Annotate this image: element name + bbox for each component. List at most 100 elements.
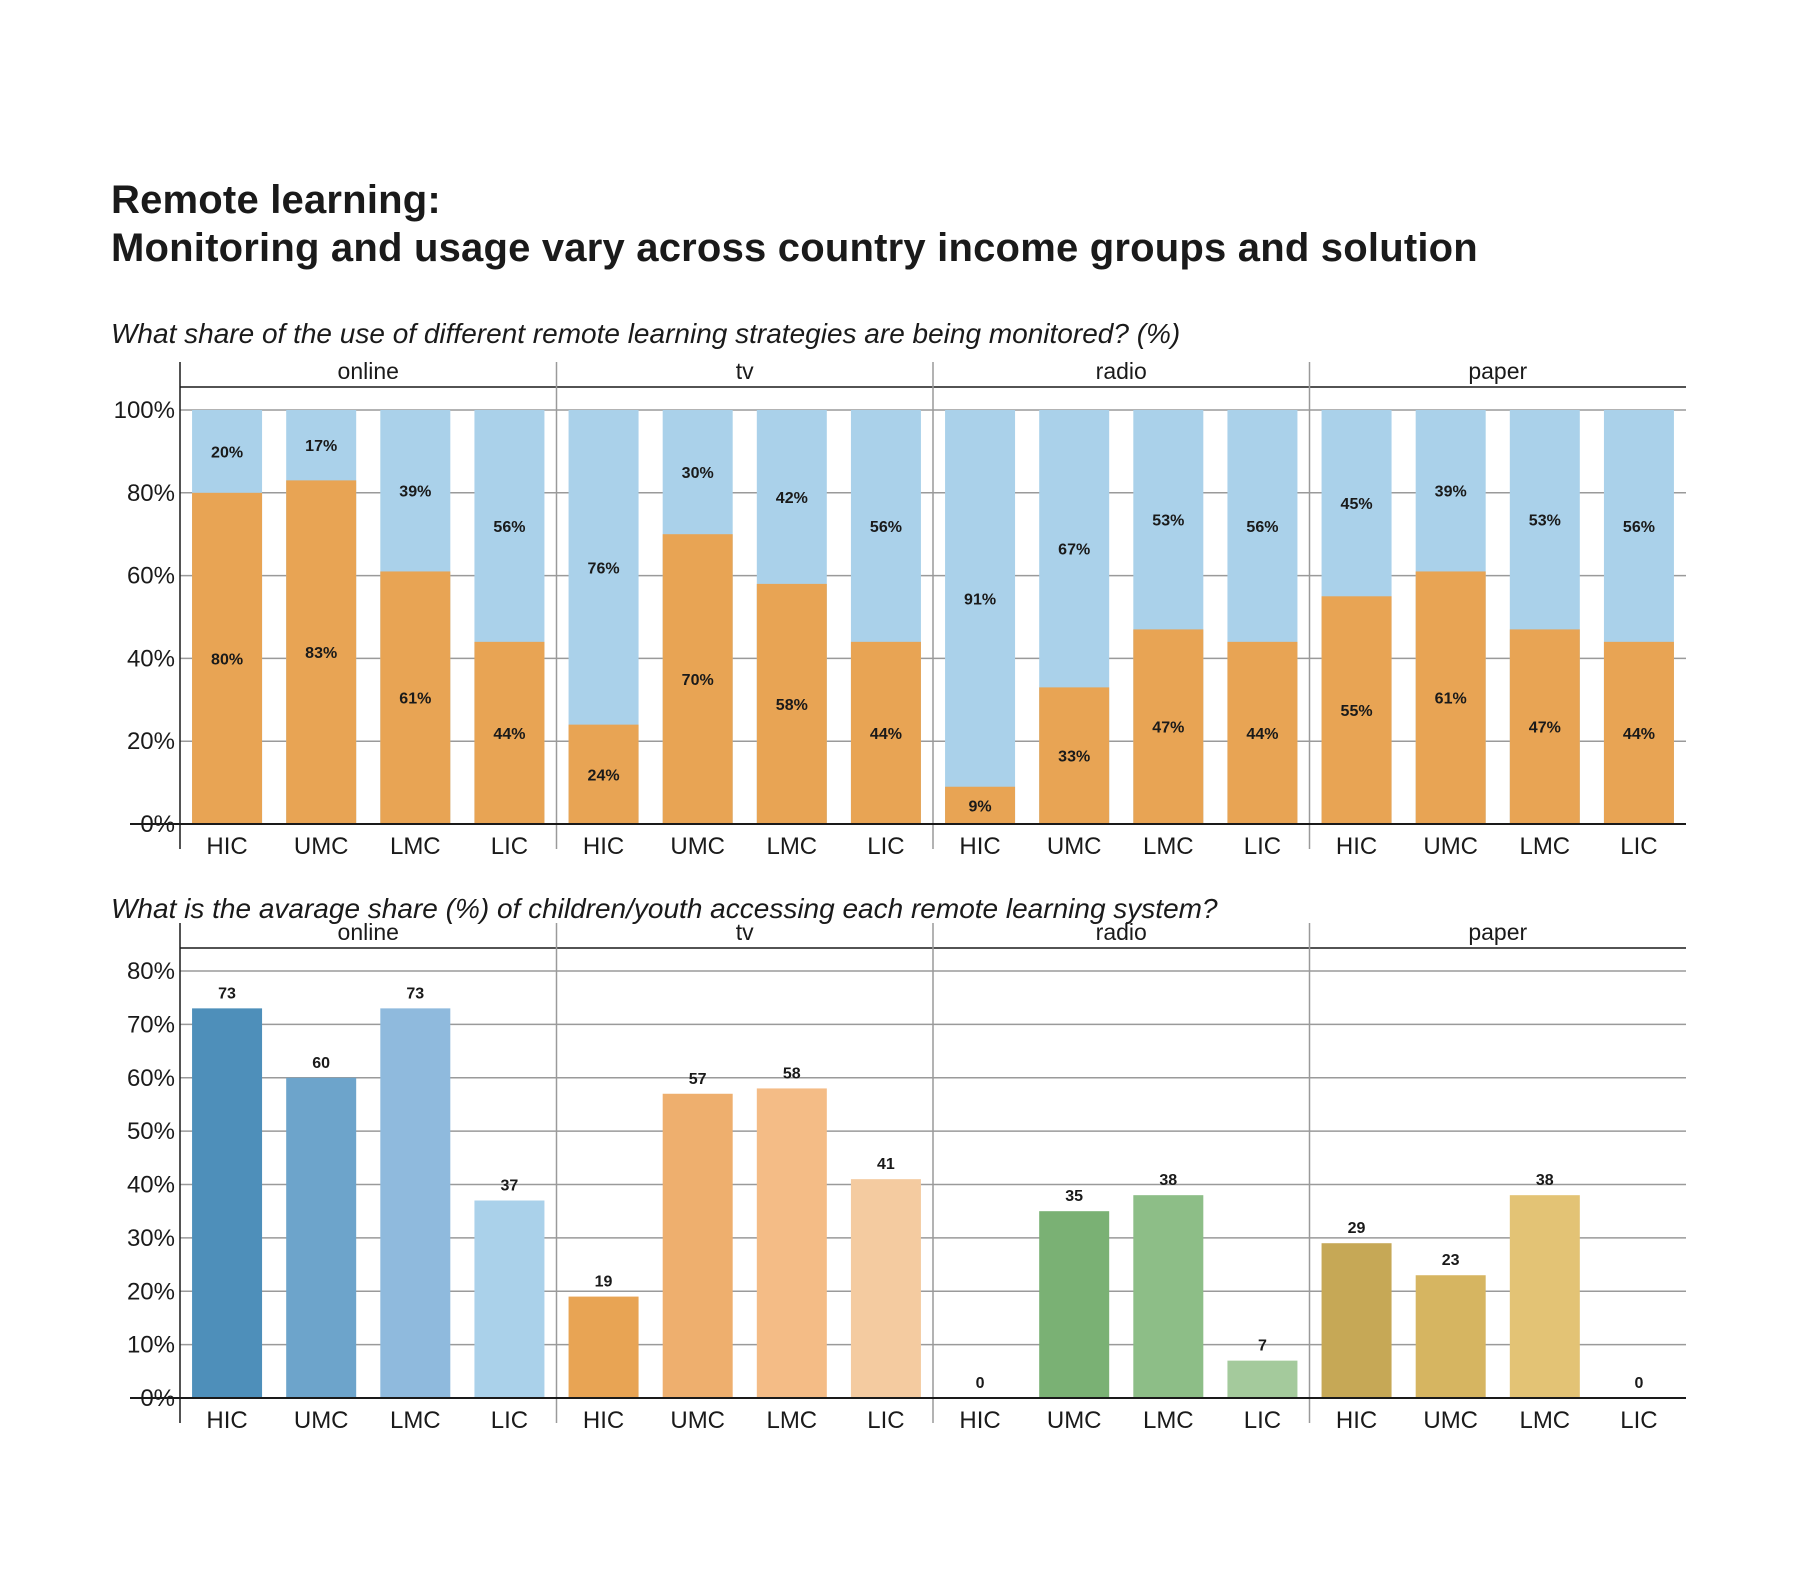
x-tick-label: UMC <box>294 1407 349 1434</box>
bar-paper-UMC <box>1415 1275 1486 1398</box>
bar-online-UMC <box>286 1077 357 1398</box>
bar-monitored-paper-UMC <box>1415 571 1486 824</box>
y-tick-label: 40% <box>127 645 175 672</box>
x-tick-label: HIC <box>583 1407 624 1434</box>
bar-monitored-paper-LIC <box>1603 641 1674 824</box>
data-label-tv-LMC: 58 <box>783 1065 801 1082</box>
x-tick-label: LMC <box>766 1407 817 1434</box>
group-label-online: online <box>338 358 399 384</box>
access-bar-chart: 0%10%20%30%40%50%60%70%80%online tv radio p… <box>127 919 1686 1434</box>
y-tick-label: 100% <box>114 397 175 424</box>
bar-monitored-tv-LMC <box>756 583 827 824</box>
x-tick-label: UMC <box>670 1407 725 1434</box>
y-tick-label: 80% <box>127 958 175 985</box>
x-tick-label: HIC <box>1336 833 1377 860</box>
x-tick-label: UMC <box>1423 1407 1478 1434</box>
y-tick-label: 50% <box>127 1118 175 1145</box>
x-tick-label: UMC <box>1047 833 1102 860</box>
monitoring-chart-title: What share of the use of different remot… <box>111 318 1181 349</box>
x-tick-label: UMC <box>1423 833 1478 860</box>
x-tick-label: UMC <box>1047 1407 1102 1434</box>
data-label-radio-UMC: 35 <box>1065 1188 1083 1205</box>
data-label-not-monitored: 42% <box>776 490 808 507</box>
x-tick-label: LIC <box>1620 1407 1657 1434</box>
y-tick-label: 70% <box>127 1011 175 1038</box>
data-label-not-monitored: 53% <box>1529 513 1561 530</box>
data-label-not-monitored: 39% <box>399 484 431 501</box>
group-label-radio: radio <box>1096 358 1147 384</box>
bar-online-LMC <box>380 1008 451 1398</box>
x-tick-label: LIC <box>867 1407 904 1434</box>
x-tick-label: HIC <box>206 833 247 860</box>
y-tick-label: 20% <box>127 1278 175 1305</box>
data-label-monitored: 33% <box>1058 749 1090 766</box>
data-label-monitored: 55% <box>1341 703 1373 720</box>
y-tick-label: 10% <box>127 1332 175 1359</box>
data-label-tv-UMC: 57 <box>689 1071 707 1088</box>
data-label-monitored: 44% <box>1623 726 1655 743</box>
data-label-not-monitored: 56% <box>493 519 525 536</box>
data-label-not-monitored: 17% <box>305 438 337 455</box>
data-label-radio-LIC: 7 <box>1258 1338 1267 1355</box>
data-label-online-HIC: 73 <box>218 985 236 1002</box>
bar-radio-UMC <box>1039 1211 1110 1398</box>
bar-monitored-tv-LIC <box>850 641 921 824</box>
data-label-monitored: 80% <box>211 651 243 668</box>
x-tick-label: HIC <box>583 833 624 860</box>
bar-monitored-paper-HIC <box>1321 596 1392 824</box>
bar-monitored-online-HIC <box>192 492 263 824</box>
x-tick-label: LIC <box>491 833 528 860</box>
group-label-radio: radio <box>1096 919 1147 945</box>
bar-online-HIC <box>192 1008 263 1398</box>
title-line-1: Remote learning: <box>111 178 441 222</box>
bar-tv-LMC <box>756 1088 827 1398</box>
bar-monitored-radio-LIC <box>1227 641 1298 824</box>
data-label-monitored: 47% <box>1152 720 1184 737</box>
x-tick-label: HIC <box>206 1407 247 1434</box>
data-label-monitored: 83% <box>305 645 337 662</box>
data-label-monitored: 61% <box>399 691 431 708</box>
bar-radio-LMC <box>1133 1195 1204 1398</box>
group-label-paper: paper <box>1468 919 1527 945</box>
data-label-monitored: 47% <box>1529 720 1561 737</box>
data-label-monitored: 70% <box>682 672 714 689</box>
bar-monitored-online-LMC <box>380 571 451 824</box>
data-label-online-LMC: 73 <box>406 985 424 1002</box>
monitoring-stacked-bar-chart: 0%20%40%60%80%100%online tv radio paper80%2… <box>114 358 1686 860</box>
x-tick-label: LIC <box>1620 833 1657 860</box>
data-label-not-monitored: 56% <box>870 519 902 536</box>
data-label-paper-HIC: 29 <box>1348 1220 1366 1237</box>
x-tick-label: LIC <box>867 833 904 860</box>
x-tick-label: LMC <box>390 1407 441 1434</box>
x-tick-label: LMC <box>1519 1407 1570 1434</box>
group-label-tv: tv <box>736 919 754 945</box>
data-label-not-monitored: 20% <box>211 444 243 461</box>
x-tick-label: LMC <box>1143 1407 1194 1434</box>
data-label-radio-HIC: 0 <box>976 1375 985 1392</box>
data-label-paper-LIC: 0 <box>1634 1375 1643 1392</box>
bar-paper-LMC <box>1509 1195 1580 1398</box>
data-label-monitored: 44% <box>1246 726 1278 743</box>
x-tick-label: LIC <box>1244 1407 1281 1434</box>
page-title: Remote learning: Monitoring and usage va… <box>111 176 1478 272</box>
data-label-monitored: 58% <box>776 697 808 714</box>
title-line-2: Monitoring and usage vary across country… <box>111 226 1478 270</box>
data-label-not-monitored: 45% <box>1341 496 1373 513</box>
data-label-monitored: 44% <box>493 726 525 743</box>
y-tick-label: 20% <box>127 728 175 755</box>
data-label-not-monitored: 56% <box>1246 519 1278 536</box>
data-label-paper-LMC: 38 <box>1536 1172 1554 1189</box>
bar-monitored-radio-HIC <box>945 786 1016 824</box>
group-label-paper: paper <box>1468 358 1527 384</box>
data-label-monitored: 24% <box>588 767 620 784</box>
x-tick-label: LIC <box>1244 833 1281 860</box>
x-tick-label: LMC <box>766 833 817 860</box>
x-tick-label: UMC <box>670 833 725 860</box>
data-label-not-monitored: 39% <box>1435 484 1467 501</box>
bar-paper-HIC <box>1321 1243 1392 1398</box>
x-tick-label: LMC <box>1519 833 1570 860</box>
bar-tv-LIC <box>850 1179 921 1398</box>
bar-not-monitored-radio-HIC <box>945 410 1016 824</box>
data-label-paper-UMC: 23 <box>1442 1252 1460 1269</box>
data-label-not-monitored: 30% <box>682 465 714 482</box>
